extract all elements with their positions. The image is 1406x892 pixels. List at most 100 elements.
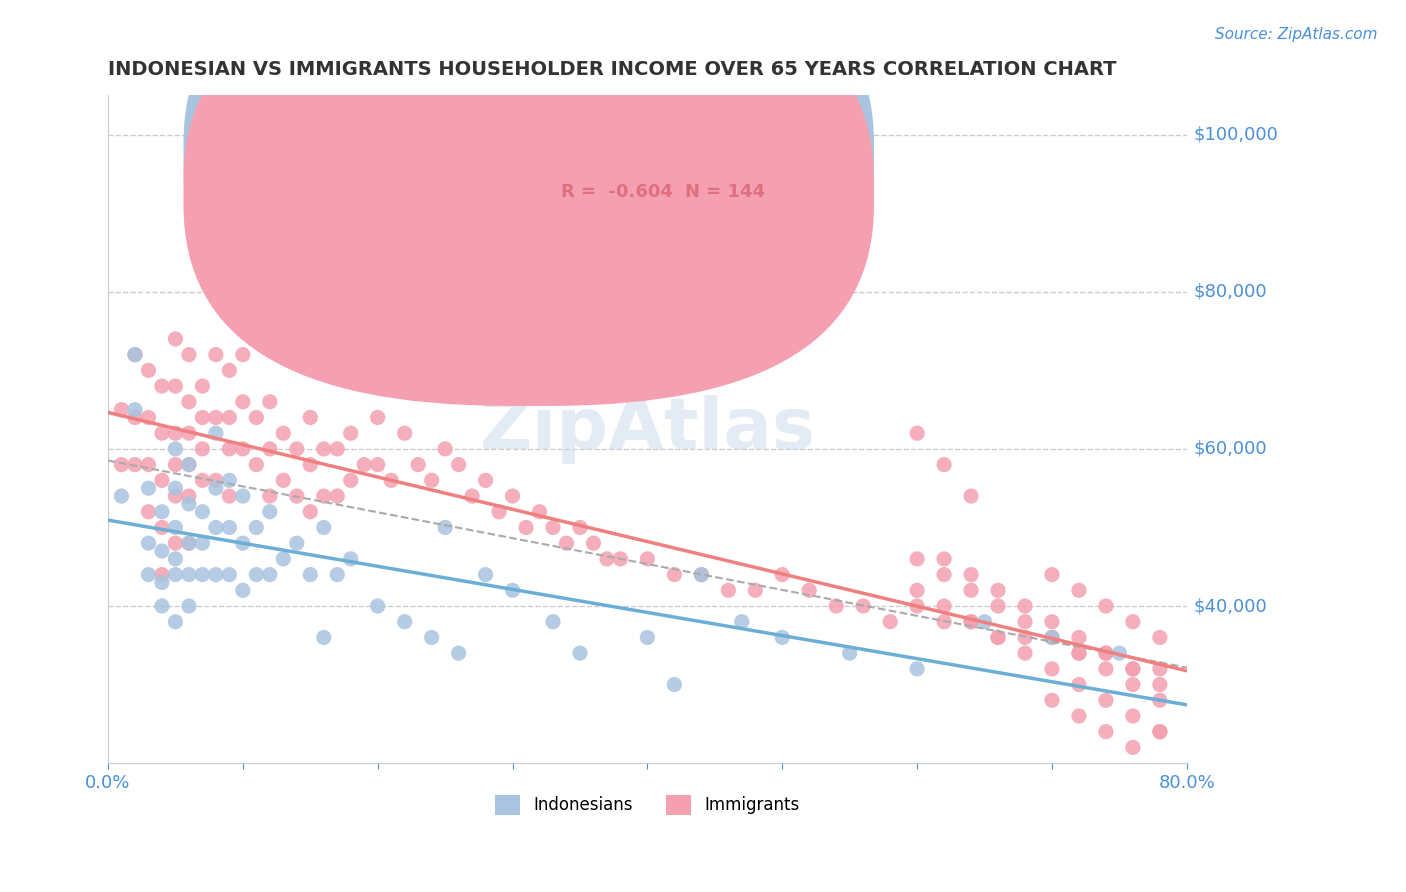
Point (1149, 631, 1171, 645)
Point (987, 599, 1010, 613)
Point (541, 520, 564, 534)
Point (150, 599, 173, 613)
Point (205, 567, 228, 582)
Point (218, 567, 240, 582)
FancyBboxPatch shape (184, 0, 875, 406)
Point (110, 458, 132, 472)
Point (1067, 646, 1090, 660)
Point (232, 394, 254, 409)
Point (731, 615, 754, 629)
FancyBboxPatch shape (184, 0, 875, 369)
Point (177, 536, 200, 550)
FancyBboxPatch shape (485, 122, 810, 229)
Point (232, 489, 254, 503)
Point (770, 631, 793, 645)
Point (1095, 646, 1118, 660)
Point (960, 583, 983, 598)
Point (420, 631, 443, 645)
Point (124, 348, 146, 362)
Point (259, 567, 281, 582)
Point (165, 332, 187, 346)
Point (191, 536, 214, 550)
Point (932, 599, 955, 613)
Point (474, 567, 496, 582)
Point (690, 567, 713, 582)
Text: R =  -0.604: R = -0.604 (561, 183, 673, 202)
Point (541, 615, 564, 629)
Point (434, 442, 457, 456)
Point (447, 646, 470, 660)
Point (339, 473, 361, 487)
Point (165, 567, 187, 582)
Point (312, 520, 335, 534)
Point (232, 442, 254, 456)
Point (177, 489, 200, 503)
Point (124, 458, 146, 472)
Point (165, 442, 187, 456)
Point (367, 458, 389, 472)
Point (191, 505, 214, 519)
Point (555, 536, 578, 550)
Point (960, 489, 983, 503)
Point (232, 536, 254, 550)
Point (838, 646, 860, 660)
Point (177, 536, 200, 550)
Point (1122, 662, 1144, 676)
Point (150, 520, 173, 534)
Point (271, 473, 294, 487)
Point (138, 536, 160, 550)
Point (285, 489, 308, 503)
Point (1149, 724, 1171, 739)
Point (339, 552, 361, 566)
Point (690, 567, 713, 582)
Point (1040, 615, 1063, 629)
Point (799, 583, 821, 598)
Point (191, 379, 214, 393)
Point (205, 520, 228, 534)
Point (177, 567, 200, 582)
Point (285, 442, 308, 456)
Point (1067, 646, 1090, 660)
Point (165, 458, 187, 472)
Point (1095, 599, 1118, 613)
Point (744, 583, 766, 598)
Point (932, 552, 955, 566)
Point (1095, 662, 1118, 676)
Point (353, 458, 375, 472)
Point (569, 520, 592, 534)
Point (1014, 646, 1036, 660)
Point (664, 567, 686, 582)
Point (987, 631, 1010, 645)
Point (1122, 662, 1144, 676)
Point (1040, 662, 1063, 676)
Point (394, 426, 416, 441)
Point (905, 583, 928, 598)
Point (339, 426, 361, 441)
Point (1149, 662, 1171, 676)
Point (1067, 709, 1090, 723)
Point (879, 615, 901, 629)
Point (138, 363, 160, 377)
Point (150, 379, 173, 393)
Point (1095, 646, 1118, 660)
Point (165, 615, 187, 629)
Point (326, 442, 349, 456)
Point (905, 426, 928, 441)
Text: N = 144: N = 144 (685, 183, 765, 202)
Point (770, 567, 793, 582)
Point (367, 410, 389, 425)
Point (312, 489, 335, 503)
Point (1122, 615, 1144, 629)
Point (1040, 631, 1063, 645)
Point (1067, 631, 1090, 645)
Point (218, 473, 240, 487)
Point (259, 489, 281, 503)
Point (474, 473, 496, 487)
Point (165, 426, 187, 441)
Point (177, 426, 200, 441)
Point (960, 615, 983, 629)
Point (636, 631, 658, 645)
Point (932, 567, 955, 582)
Text: $40,000: $40,000 (1194, 597, 1267, 615)
Point (1014, 631, 1036, 645)
